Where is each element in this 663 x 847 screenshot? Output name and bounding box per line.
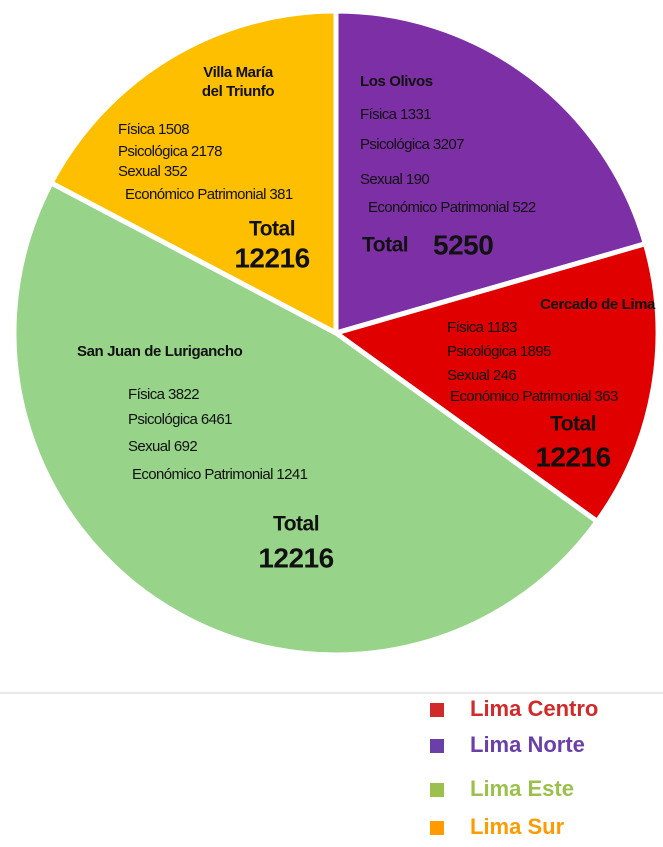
slice-detail: Física 1508 [118, 121, 189, 138]
slice-detail: Psicológica 1895 [447, 343, 551, 360]
legend-label: Lima Norte [470, 732, 585, 757]
legend-swatch [430, 783, 444, 797]
slice-detail: Económico Patrimonial 381 [125, 186, 293, 203]
slice-detail: Económico Patrimonial 522 [368, 199, 536, 216]
slice-name: Villa María [203, 64, 274, 81]
legend-label: Lima Este [470, 776, 574, 801]
total-value: 5250 [433, 229, 493, 260]
total-value: 12216 [258, 542, 333, 573]
slice-name: Los Olivos [360, 73, 433, 90]
slice-detail: Sexual 352 [118, 163, 187, 180]
slice-detail: Sexual 692 [128, 438, 197, 455]
slice-name: San Juan de Lurigancho [77, 343, 243, 360]
slice-detail: Psicológica 6461 [128, 411, 232, 428]
pie-slice [48, 8, 339, 336]
slice-detail: Física 3822 [128, 386, 199, 403]
total-label: Total [362, 234, 408, 257]
slice-name: Cercado de Lima [540, 296, 656, 313]
legend-label: Lima Sur [470, 814, 565, 839]
slice-detail: Sexual 190 [360, 171, 429, 188]
slice-detail: Física 1183 [447, 319, 517, 336]
total-label: Total [249, 218, 295, 241]
total-label: Total [550, 413, 596, 436]
legend-swatch [430, 703, 444, 717]
total-value: 12216 [234, 242, 309, 273]
total-label: Total [273, 513, 319, 536]
slice-detail: Psicológica 3207 [360, 136, 464, 153]
pie-slice [11, 180, 600, 658]
pie-slice [333, 241, 661, 524]
total-value: 12216 [535, 441, 610, 472]
pie-slice [333, 8, 648, 336]
slice-detail: Económico Patrimonial 1241 [132, 466, 308, 483]
slice-detail: Física 1331 [360, 106, 431, 123]
legend-label: Lima Centro [470, 696, 598, 721]
slice-detail: Sexual 246 [447, 367, 516, 384]
slice-detail: Económico Patrimonial 363 [450, 388, 618, 405]
slice-name: del Triunfo [202, 83, 275, 100]
slice-detail: Psicológica 2178 [118, 143, 222, 160]
legend-swatch [430, 739, 444, 753]
legend-swatch [430, 821, 444, 835]
